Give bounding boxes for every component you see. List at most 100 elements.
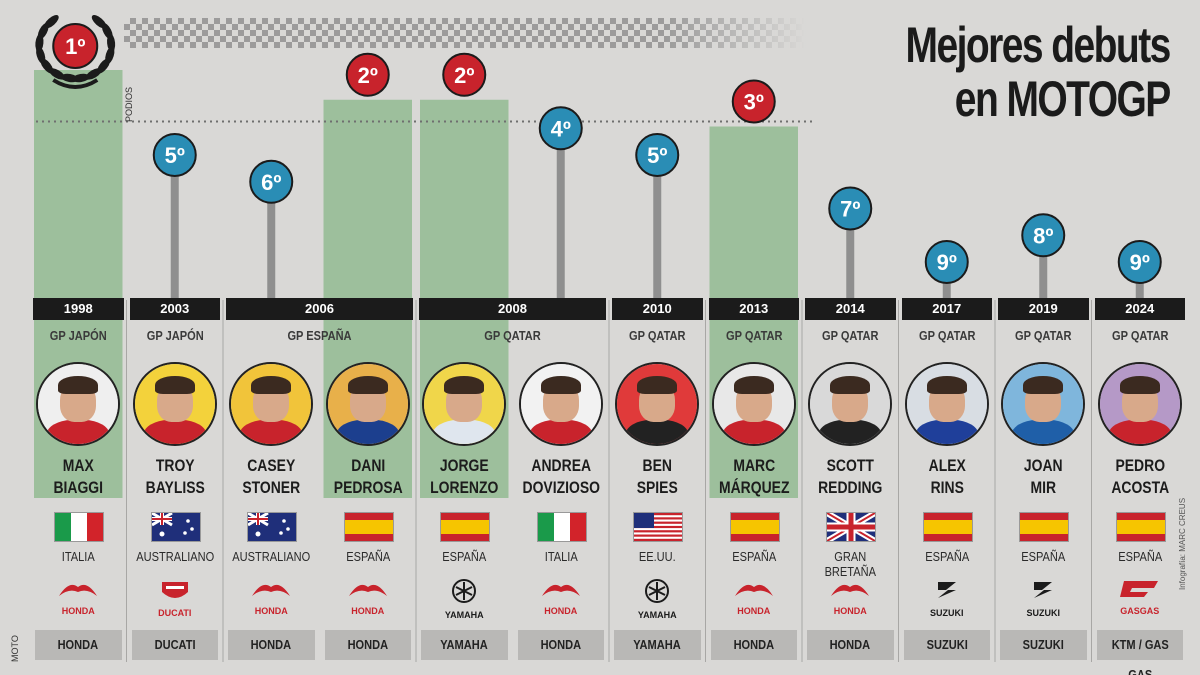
uk-flag-icon [826,512,877,542]
rider-column: DANI PEDROSA ESPAÑA HONDA HONDA [320,0,417,675]
rider-suit [914,420,979,444]
position-badge [635,133,680,177]
grand-prix-label: GP QATAR [629,328,686,343]
position-label: 3º [744,90,764,115]
rider-last-name: STONER [242,478,301,497]
rider-photo [132,362,217,446]
rider-first-name: ANDREA [530,456,591,475]
logo-wordmark: YAMAHA [444,610,484,620]
year-bar: 2003 [129,298,220,320]
laurel-leaf-right [91,15,107,29]
rider-suit [46,420,111,444]
rider-photo [229,362,314,446]
rider-last-name: REDDING [818,478,883,497]
spain-flag-icon [729,512,780,542]
grand-prix-label: GP ESPAÑA [287,328,352,343]
logo-mark [802,578,899,606]
spain-flag-icon [922,512,973,542]
rider-name: JOAN MIR [1004,455,1083,499]
rider-hair [540,376,581,394]
australia-flag-icon [150,512,201,542]
grand-prix-label: GP JAPÓN [49,328,107,343]
rider-first-name: SCOTT [826,456,874,475]
rider-name: PEDRO ACOSTA [1100,455,1179,499]
rider-hair [154,376,195,394]
rider-hair [1119,376,1160,394]
rider-suit [818,420,883,444]
rider-suit [1011,420,1076,444]
nationality: ESPAÑA [345,549,390,564]
rider-photo [904,362,989,446]
position-badge [538,106,583,151]
laurel-leaf-left [44,15,59,29]
ducati-logo-icon: DUCATI [127,578,224,624]
position-label: 8º [1033,223,1053,248]
nationality: ESPAÑA [1021,549,1066,564]
italy-flag-icon [54,512,105,542]
nationality: GRAN BRETAÑA [824,549,876,579]
logo-wordmark: HONDA [833,606,867,616]
manufacturer-text: DUCATI [154,637,196,652]
nationality: ESPAÑA [924,549,969,564]
rider-suit [1107,420,1172,444]
year-bar: 2017 [901,298,992,320]
position-label: 2º [358,63,378,88]
rider-hair [733,376,774,394]
australia-flag-icon [247,512,298,542]
rider-photo [711,362,796,446]
position-label: 9º [937,250,957,275]
podios-axis-label: PODIOS [124,86,134,122]
year-bar: 1998 [33,298,124,320]
manufacturer-label: HONDA [807,630,894,660]
rider-column: SCOTT REDDING GRAN BRETAÑA HONDA HONDA [802,0,899,675]
rider-column: PEDRO ACOSTA ESPAÑA GASGAS KTM / GAS GAS [1092,0,1189,675]
rider-column: JOAN MIR ESPAÑA SUZUKI SUZUKI [995,0,1092,675]
position-label: 7º [840,197,860,222]
rider-last-name: DOVIZIOSO [522,478,600,497]
rider-column: JORGE LORENZO ESPAÑA YAMAHA YAMAHA [416,0,513,675]
grand-prix-label: GP QATAR [918,328,975,343]
logo-wordmark: HONDA [737,606,771,616]
logo-mark [223,578,320,606]
rider-first-name: DANI [350,456,385,475]
logo-wordmark: HONDA [254,606,288,616]
manufacturer-text: HONDA [57,637,99,652]
position-badge [249,159,294,204]
logo-mark [899,578,996,608]
manufacturer-text: SUZUKI [1022,637,1064,652]
position-stem [267,199,276,298]
rider-suit [625,420,690,444]
rider-suit [432,420,497,444]
rider-name: JORGE LORENZO [425,455,504,499]
manufacturer-text: HONDA [540,637,582,652]
spain-flag-icon [1019,512,1070,542]
manufacturer-label: YAMAHA [421,630,508,660]
nationality: ITALIA [544,549,578,564]
rider-name: SCOTT REDDING [811,455,890,499]
rider-name: CASEY STONER [232,455,311,499]
position-stem [942,280,951,298]
rider-photo [1097,362,1182,446]
logo-mark [609,578,706,610]
honda-logo-icon: HONDA [513,578,610,624]
rider-name: TROY BAYLISS [135,455,214,499]
manufacturer-label: HONDA [517,630,604,660]
rider-first-name: JOAN [1023,456,1063,475]
rider-last-name: BAYLISS [145,478,205,497]
italy-flag-icon [536,512,587,542]
rider-last-name: PEDROSA [333,478,403,497]
position-badge [345,52,390,97]
spain-flag-icon [343,512,394,542]
position-badge [924,240,969,284]
honda-logo-icon: HONDA [223,578,320,624]
nationality: EE.UU. [638,549,676,564]
logo-mark [416,578,513,610]
title-line-1: Mejores debuts [905,17,1172,73]
nationality: AUSTRALIANO [135,549,214,564]
year-bar: 2024 [1094,298,1185,320]
moto-row-label: MOTO [10,635,20,662]
rider-column: CASEY STONER AUSTRALIANO HONDA HONDA [223,0,320,675]
logo-wordmark: SUZUKI [930,608,964,618]
position-label: 5º [165,143,185,168]
year-bar: 2010 [612,298,703,320]
